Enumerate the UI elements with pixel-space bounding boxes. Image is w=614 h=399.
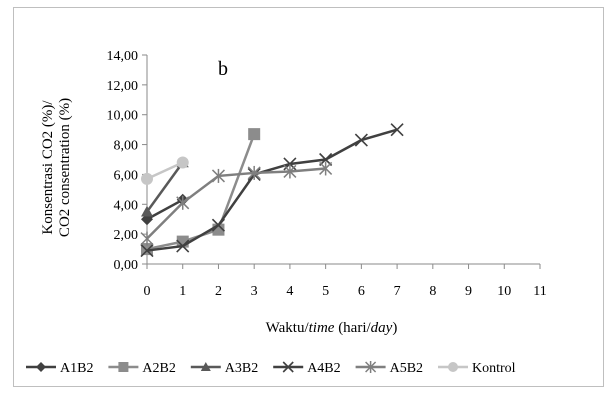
series-line xyxy=(146,128,398,252)
x-axis-title-part: time xyxy=(309,320,335,336)
legend-marker xyxy=(448,362,458,372)
y-tick-label: 4,00 xyxy=(114,198,139,213)
chart-frame xyxy=(13,7,604,387)
y-tick-label: 0,00 xyxy=(114,258,139,273)
panel-label: b xyxy=(218,58,228,80)
legend-label: Kontrol xyxy=(472,361,516,376)
legend-item-a4b2: A4B2 xyxy=(273,361,341,376)
legend-label: A2B2 xyxy=(142,361,175,376)
legend-marker xyxy=(282,361,294,373)
data-point xyxy=(248,128,261,141)
marker-stroke xyxy=(140,243,154,258)
y-axis-title-line: CO2 consentration (%) xyxy=(57,98,73,237)
series-line xyxy=(146,161,184,181)
legend-marker xyxy=(118,362,129,372)
series-kontrol xyxy=(141,156,189,185)
x-tick-label: 1 xyxy=(179,284,186,299)
data-point xyxy=(141,205,153,217)
legend-label: A5B2 xyxy=(390,361,423,376)
series-a4b2 xyxy=(140,123,404,258)
x-tick-label: 2 xyxy=(215,284,222,299)
x-axis-title-part: day xyxy=(371,320,393,336)
series-line xyxy=(145,161,184,213)
x-tick-label: 5 xyxy=(322,284,329,299)
data-point xyxy=(140,243,154,258)
x-axis-title: Waktu/time (hari/day) xyxy=(266,320,398,336)
legend-item-a1b2: A1B2 xyxy=(26,361,93,376)
y-tick-label: 14,00 xyxy=(107,49,139,64)
data-point xyxy=(141,243,153,256)
y-tick-label: 6,00 xyxy=(114,168,139,183)
data-point xyxy=(176,156,189,169)
x-tick-label: 7 xyxy=(394,284,401,299)
legend-item-a5b2: A5B2 xyxy=(355,361,423,376)
legend-item-kontrol: Kontrol xyxy=(438,361,516,376)
legend-marker xyxy=(200,362,211,371)
data-point xyxy=(176,239,190,253)
y-axis-title-line: Konsentrasi CO2 (%)/ xyxy=(40,100,56,235)
x-axis-title-part: (hari/ xyxy=(334,320,371,336)
marker-stroke xyxy=(211,218,226,232)
x-axis-title-part: Waktu/ xyxy=(266,320,310,336)
x-tick-label: 9 xyxy=(465,284,472,299)
x-axis-title-part: ) xyxy=(392,320,397,336)
legend-marker xyxy=(36,362,46,372)
data-point xyxy=(140,231,154,246)
series-a1b2 xyxy=(141,193,189,226)
marker-stroke xyxy=(354,133,368,147)
series-line xyxy=(146,198,184,221)
data-point xyxy=(211,218,226,232)
y-tick-label: 10,00 xyxy=(107,109,139,124)
legend-label: A4B2 xyxy=(307,361,340,376)
data-point xyxy=(176,195,190,210)
marker-stroke xyxy=(176,239,190,253)
y-tick-label: 2,00 xyxy=(114,228,139,243)
legend-marker xyxy=(365,361,377,373)
marker-stroke xyxy=(390,123,404,137)
legend-label: A1B2 xyxy=(60,361,93,376)
legend-label: A3B2 xyxy=(225,361,258,376)
series-a5b2 xyxy=(140,161,333,246)
legend-item-a2b2: A2B2 xyxy=(108,361,176,376)
data-point xyxy=(283,164,297,179)
data-point xyxy=(211,168,225,183)
x-tick-label: 11 xyxy=(533,284,546,299)
data-point xyxy=(354,133,368,147)
y-tick-label: 8,00 xyxy=(114,139,139,154)
x-tick-label: 8 xyxy=(429,284,436,299)
marker-stroke xyxy=(282,361,294,373)
legend-item-a3b2: A3B2 xyxy=(190,361,258,376)
x-tick-label: 10 xyxy=(497,284,511,299)
x-tick-label: 0 xyxy=(144,284,151,299)
x-tick-label: 6 xyxy=(358,284,365,299)
data-point xyxy=(247,165,261,180)
x-tick-label: 3 xyxy=(251,284,258,299)
y-tick-label: 12,00 xyxy=(107,79,139,94)
data-point xyxy=(319,161,333,176)
data-point xyxy=(141,172,153,185)
data-point xyxy=(390,123,404,137)
x-tick-label: 4 xyxy=(286,284,293,299)
